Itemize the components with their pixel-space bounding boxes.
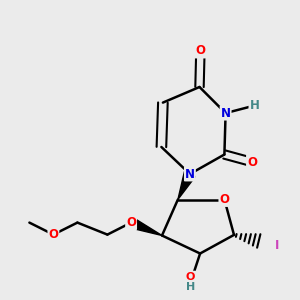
Polygon shape	[129, 218, 162, 236]
Polygon shape	[178, 171, 195, 200]
Text: O: O	[126, 216, 136, 229]
Text: O: O	[186, 272, 195, 282]
Text: O: O	[247, 155, 257, 169]
Text: O: O	[48, 228, 59, 241]
Text: I: I	[275, 239, 280, 252]
Text: O: O	[219, 193, 230, 206]
Text: O: O	[195, 44, 206, 58]
Text: N: N	[220, 106, 231, 120]
Text: H: H	[250, 99, 259, 112]
Text: N: N	[185, 167, 195, 181]
Text: H: H	[186, 282, 195, 292]
